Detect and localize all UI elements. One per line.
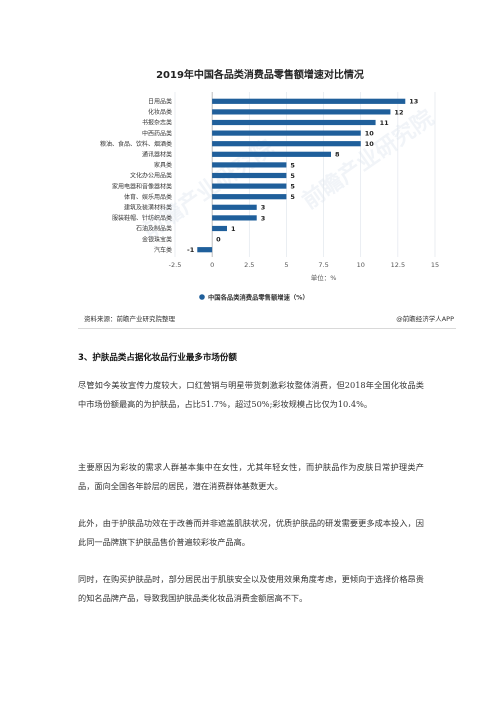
source-note: 资料来源：前瞻产业研究院整理 <box>84 315 175 323</box>
chart-title: 2019年中国各品类消费品零售额增速对比情况 <box>156 70 364 81</box>
paragraph-2: 主要原因为彩妆的需求人群基本集中在女性，尤其年轻女性，而护肤品作为皮肤日常护理类… <box>78 462 424 491</box>
category-label: 石油及制品类 <box>136 225 172 233</box>
x-tick-label: 7.5 <box>318 261 328 269</box>
value-label: 5 <box>290 193 295 201</box>
x-tick-label: 0 <box>210 261 214 269</box>
value-label: 5 <box>290 172 295 180</box>
bar <box>212 141 361 147</box>
value-label: 0 <box>216 236 221 244</box>
category-label: 体育、娱乐用品类 <box>124 193 172 201</box>
value-label: 10 <box>365 140 375 148</box>
value-label: 11 <box>380 119 390 127</box>
legend-marker <box>199 294 205 300</box>
bar <box>212 204 257 210</box>
section-heading: 3、护肤品类占据化妆品行业最多市场份额 <box>78 353 237 363</box>
value-label: 10 <box>365 130 375 138</box>
x-tick-label: 5 <box>284 261 288 269</box>
bar <box>212 109 391 115</box>
x-tick-label: 10 <box>357 261 365 269</box>
source-credit: @前瞻经济学人APP <box>396 315 454 323</box>
category-label: 服装鞋帽、针纺织品类 <box>112 214 172 222</box>
value-label: 1 <box>231 225 236 233</box>
category-label: 书报杂志类 <box>142 119 172 127</box>
bar <box>212 98 406 104</box>
category-label: 建筑及装潢材料类 <box>124 204 172 212</box>
paragraph-1: 尽管如今美妆宣传力度较大，口红营销与明星带货刺激彩妆整体消费，但2018年全国化… <box>78 380 424 409</box>
category-label: 中西药品类 <box>142 129 172 137</box>
x-axis-unit-label: 单位：% <box>311 273 337 282</box>
x-tick-label: 15 <box>431 261 439 269</box>
category-label: 粮油、食品、饮料、烟酒类 <box>100 140 172 148</box>
paragraph-4: 同时，在购买护肤品时，部分居民出于肌肤安全以及使用效果角度考虑，更倾向于选择价格… <box>78 574 424 603</box>
x-tick-label: 12.5 <box>391 261 405 269</box>
category-label: 金银珠宝类 <box>142 235 172 243</box>
value-label: 13 <box>409 98 418 106</box>
category-label: 通讯器材类 <box>142 151 172 159</box>
x-tick-label: 2.5 <box>244 261 254 269</box>
category-label: 日用品类 <box>148 98 172 106</box>
value-label: 3 <box>261 204 266 212</box>
category-label: 家用电器和音像器材类 <box>112 182 172 190</box>
bar <box>212 183 287 189</box>
bar <box>212 225 227 232</box>
bar <box>212 215 257 221</box>
bar <box>212 119 376 126</box>
value-label: 5 <box>290 161 295 169</box>
value-label: 3 <box>261 214 266 222</box>
value-label: -1 <box>187 246 195 254</box>
chart-figure: 前瞻产业研究院 前瞻产业研究院 2019年中国各品类消费品零售额增速对比情况 -… <box>70 52 450 320</box>
bar <box>212 172 287 179</box>
bar <box>197 247 213 253</box>
category-label: 汽车类 <box>154 246 172 254</box>
source-row: 资料来源：前瞻产业研究院整理 @前瞻经济学人APP <box>84 313 454 325</box>
bar <box>212 162 287 168</box>
bar <box>212 151 331 157</box>
category-label: 文化办公用品类 <box>130 172 172 180</box>
value-label: 8 <box>335 151 340 159</box>
value-label: 5 <box>290 183 295 191</box>
bar <box>212 194 287 200</box>
x-tick-label: -2.5 <box>169 261 182 269</box>
divider <box>78 328 456 329</box>
category-label: 化妆品类 <box>148 108 172 116</box>
paragraph-3: 此外，由于护肤品功效在于改善而并非遮盖肌肤状况，优质护肤品的研发需要更多成本投入… <box>78 518 424 547</box>
legend-label: 中国各品类消费品零售额增速（%） <box>208 292 309 301</box>
value-label: 12 <box>394 108 403 116</box>
category-label: 家具类 <box>154 161 172 169</box>
bar <box>212 130 361 136</box>
